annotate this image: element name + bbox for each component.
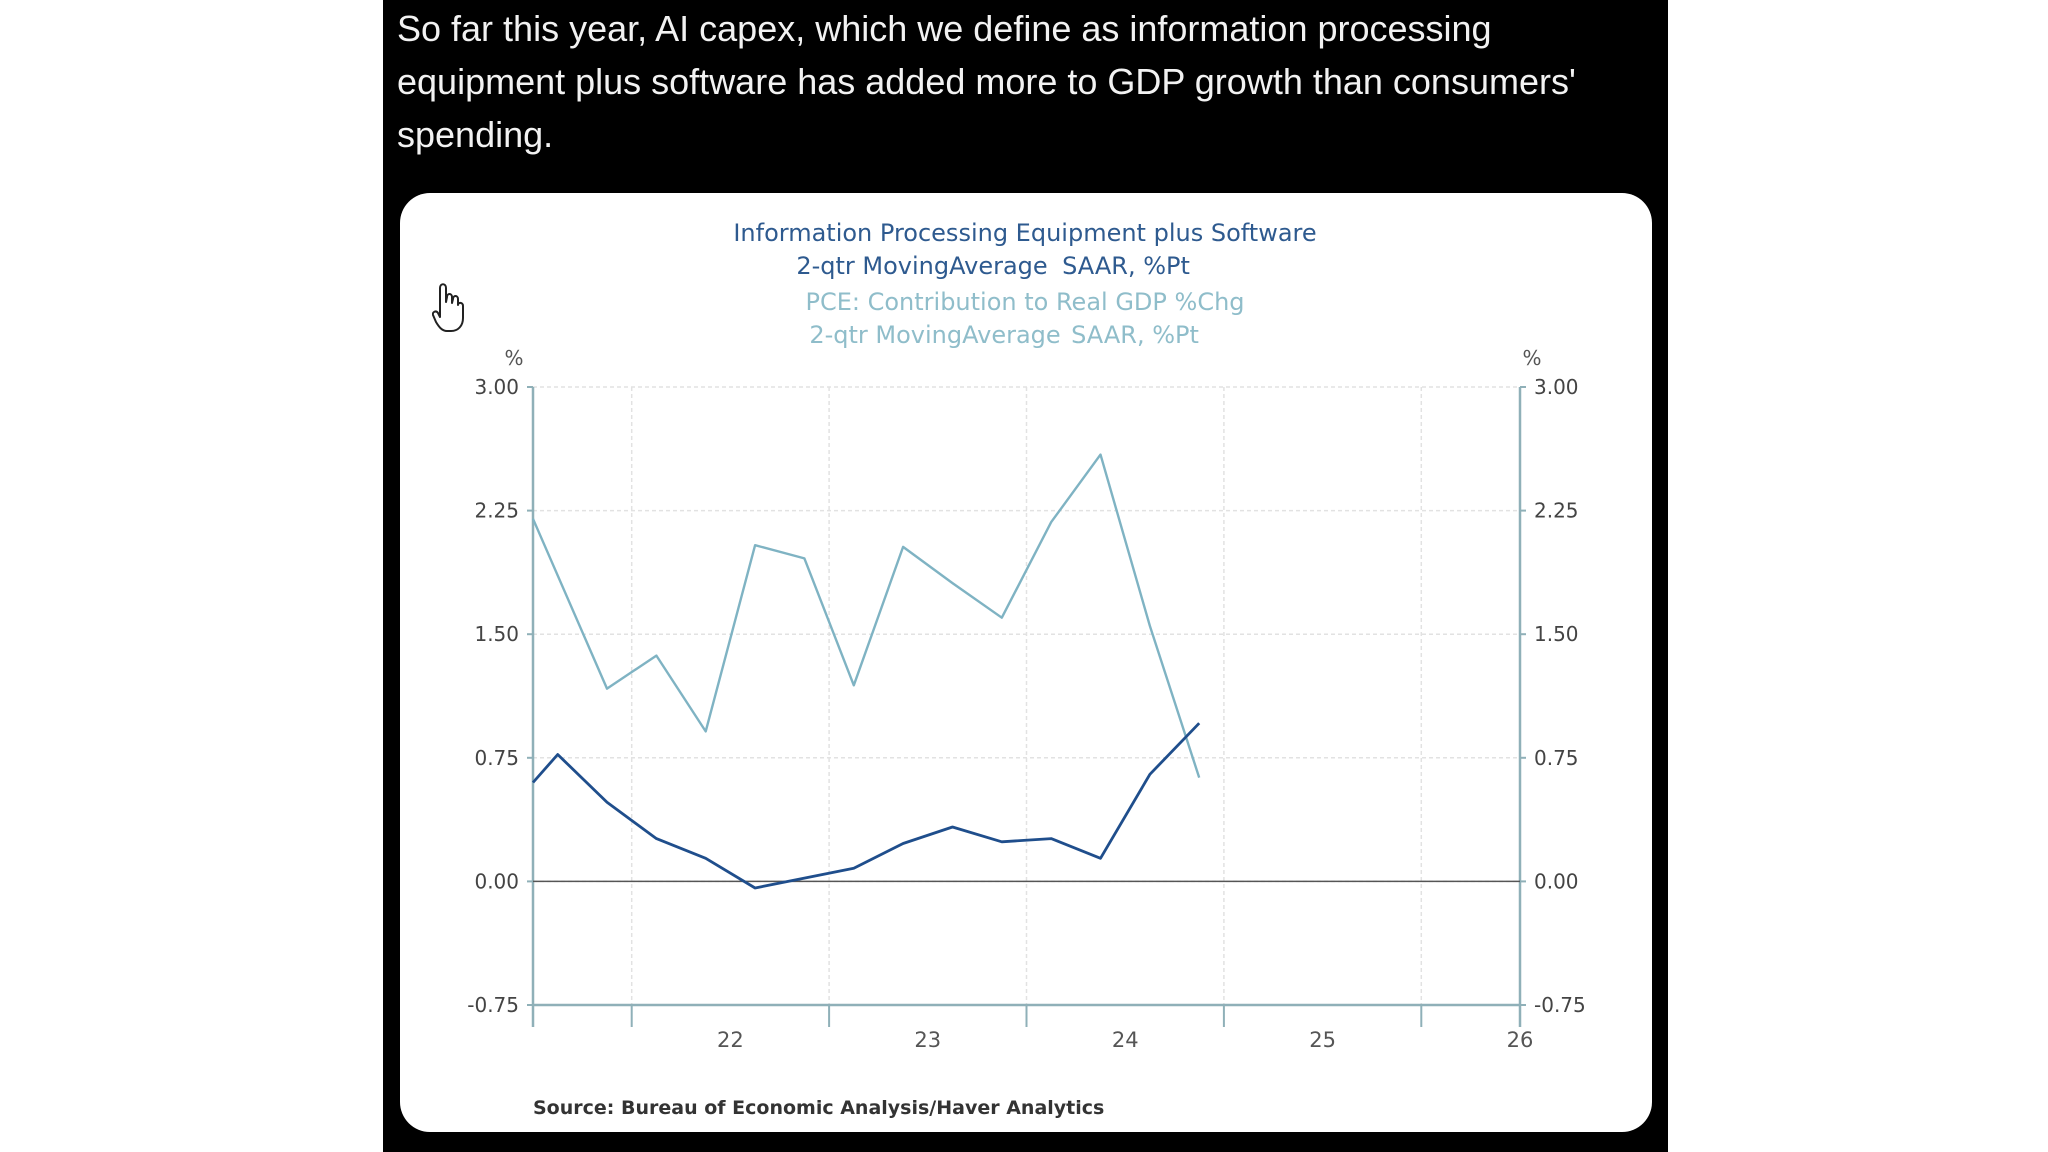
grid [533, 386, 1520, 1006]
chart-title2-sub-left: 2-qtr MovingAverage [809, 321, 1060, 349]
series-line-pce [531, 453, 1201, 778]
y-tick-label-right: 3.00 [1534, 375, 1579, 399]
y-tick-label-left: 2.25 [474, 499, 519, 523]
y-tick-label-left: -0.75 [467, 993, 519, 1017]
chart-title-sub-left: 2-qtr MovingAverage [796, 252, 1047, 280]
chart-card[interactable]: Information Processing Equipment plus So… [400, 193, 1652, 1132]
tweet-text: So far this year, AI capex, which we def… [397, 8, 1576, 155]
series [531, 453, 1201, 890]
y-tick-label-right: 0.00 [1534, 869, 1579, 893]
x-tick-label: 25 [1309, 1028, 1336, 1052]
y-tick-label-left: 3.00 [474, 375, 519, 399]
y-tick-label-left: 0.75 [474, 746, 519, 770]
y-axis-right-label: % [1522, 346, 1541, 370]
y-axis-left-label: % [504, 346, 523, 370]
series-line-info-processing [531, 722, 1201, 890]
axes: 3.00 3.00 2.25 2.25 1.50 1.50 0.75 0.75 0.00 0.00… [467, 375, 1586, 1052]
x-tick-label: 26 [1507, 1028, 1534, 1052]
chart-title: Information Processing Equipment plus So… [733, 219, 1316, 247]
source-note: Source: Bureau of Economic Analysis/Have… [533, 1097, 1104, 1119]
chart-title2: PCE: Contribution to Real GDP %Chg [805, 288, 1244, 316]
y-tick-label-right: 1.50 [1534, 622, 1579, 646]
x-tick-label: 24 [1112, 1028, 1139, 1052]
y-tick-label-left: 1.50 [474, 622, 519, 646]
x-tick-label: 23 [914, 1028, 941, 1052]
x-tick-label: 22 [717, 1028, 744, 1052]
chart-title-sub-right: SAAR, %Pt [1062, 252, 1190, 280]
chart-title2-sub-right: SAAR, %Pt [1071, 321, 1199, 349]
chart: Information Processing Equipment plus So… [467, 219, 1586, 1119]
y-tick-label-right: 0.75 [1534, 746, 1579, 770]
y-tick-label-right: -0.75 [1534, 993, 1586, 1017]
y-tick-label-right: 2.25 [1534, 499, 1579, 523]
y-tick-label-left: 0.00 [474, 869, 519, 893]
hand-pointer-icon [431, 280, 466, 334]
